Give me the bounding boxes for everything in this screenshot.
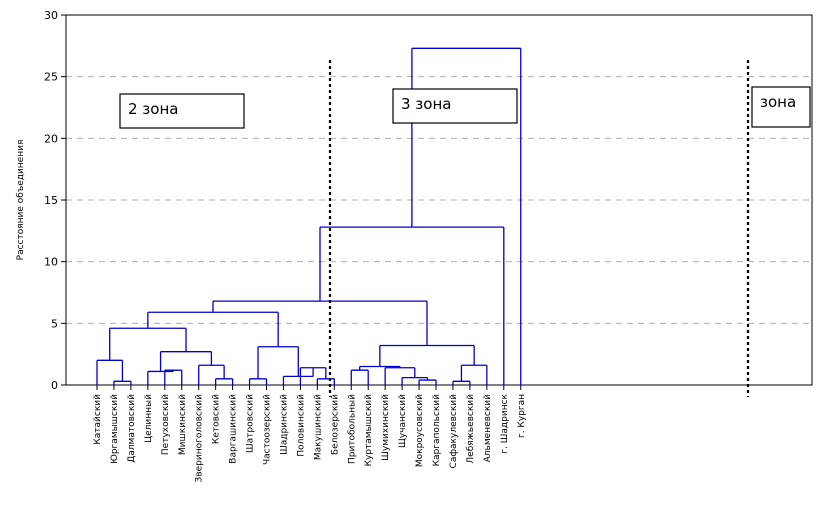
leaf-label: Мокроусовский bbox=[415, 394, 425, 467]
leaf-label: Шадринский bbox=[279, 394, 289, 455]
dendrogram-links bbox=[96, 47, 522, 385]
leaf-label: г. Курган bbox=[517, 394, 527, 438]
leaf-label: г. Шадринск bbox=[500, 393, 510, 453]
grid-lines bbox=[66, 76, 812, 324]
zone-label: 2 зона bbox=[128, 100, 178, 118]
leaf-label: Юргамышский bbox=[110, 394, 120, 464]
y-tick-label: 30 bbox=[44, 9, 58, 22]
y-tick-label: 5 bbox=[51, 317, 58, 330]
zone-annotations: 2 зона 3 зона зона bbox=[119, 86, 811, 129]
y-tick-label: 20 bbox=[44, 132, 58, 145]
leaf-label: Половинский bbox=[296, 394, 306, 457]
leaf-label: Петуховский bbox=[161, 394, 171, 455]
leaf-label: Каргапольский bbox=[432, 394, 442, 467]
zone-label-box bbox=[392, 88, 518, 124]
zone-label-box bbox=[119, 93, 245, 129]
leaf-label: Макушинский bbox=[313, 394, 323, 460]
zone-label-box bbox=[751, 86, 811, 128]
leaf-label: Катайский bbox=[93, 394, 103, 445]
y-tick-label: 15 bbox=[44, 194, 58, 207]
leaf-label: Щучанский bbox=[398, 394, 408, 448]
zone-label: 3 зона bbox=[401, 95, 451, 113]
zone-label: зона bbox=[760, 93, 796, 111]
leaf-label: Шумихинский bbox=[381, 394, 391, 461]
leaf-label: Альменевский bbox=[483, 394, 493, 462]
leaf-label: Сафакулевский bbox=[449, 394, 459, 469]
leaf-label: Частоозерский bbox=[263, 394, 273, 465]
leaf-labels: Катайский Юргамышский Далматовский Целинный… bbox=[93, 385, 527, 482]
leaf-label: Целинный bbox=[144, 394, 154, 443]
y-tick-label: 10 bbox=[44, 256, 58, 269]
leaf-label: Варгашинский bbox=[229, 394, 239, 464]
leaf-label: Кетовский bbox=[212, 394, 222, 444]
leaf-label: Далматовский bbox=[127, 394, 137, 463]
y-axis-label: Расстояние объединения bbox=[16, 140, 26, 261]
leaf-label: Белозерский bbox=[330, 394, 340, 455]
leaf-label: Лебяжьевский bbox=[466, 394, 476, 464]
leaf-label: Мишкинский bbox=[178, 394, 188, 455]
leaf-label: Звериноголовский bbox=[195, 394, 205, 483]
zone-dividers bbox=[328, 60, 750, 397]
leaf-label: Шатровский bbox=[246, 394, 256, 453]
leaf-label: Куртамышский bbox=[364, 394, 374, 467]
leaf-label: Притобольный bbox=[347, 394, 357, 464]
y-tick-label: 25 bbox=[44, 71, 58, 84]
y-tick-label: 0 bbox=[51, 379, 58, 392]
y-ticks: 0 5 10 15 20 25 30 bbox=[44, 9, 66, 392]
